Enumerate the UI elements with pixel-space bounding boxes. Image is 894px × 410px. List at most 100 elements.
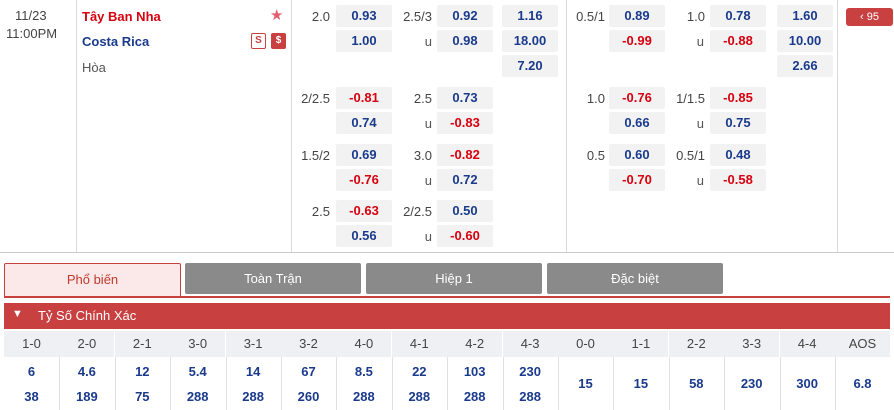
odds-h1-under[interactable]: 0.75: [710, 112, 766, 134]
grid-divider: [558, 357, 559, 410]
odds-home-hdp[interactable]: -0.81: [336, 87, 392, 109]
odds-away-hdp[interactable]: 1.00: [336, 30, 392, 52]
score-odds-home[interactable]: 4.6: [77, 364, 96, 379]
star-icon[interactable]: ★: [270, 7, 284, 24]
score-label: 2-1: [114, 331, 170, 357]
hdp-line: 2/2.5: [301, 91, 330, 106]
odds-h1-over[interactable]: 0.48: [710, 144, 766, 166]
odds-over[interactable]: -0.82: [437, 144, 493, 166]
odds-under[interactable]: 0.98: [437, 30, 493, 52]
under-label: u: [424, 34, 432, 49]
score-odds-away[interactable]: 288: [242, 389, 264, 404]
grid-divider: [281, 357, 282, 410]
grid-divider: [114, 357, 116, 410]
score-label: 3-2: [281, 331, 336, 357]
odds-away-hdp[interactable]: 0.74: [336, 112, 392, 134]
score-odds-home[interactable]: 5.4: [188, 364, 207, 379]
score-odds-home[interactable]: 8.5: [354, 364, 373, 379]
divider: [291, 0, 292, 252]
odds-h1-1x2-home[interactable]: 1.60: [777, 5, 833, 27]
tab-popular[interactable]: Phổ biến: [4, 263, 181, 297]
odds-away-hdp[interactable]: -0.76: [336, 169, 392, 191]
hdp-line: 1.5/2: [301, 148, 330, 163]
score-odds-home[interactable]: 14: [245, 364, 261, 379]
score-label: 1-1: [613, 331, 669, 357]
hdp-line: 2.0: [311, 9, 330, 24]
more-markets-button[interactable]: ‹ 95: [846, 8, 893, 26]
odds-h1-home-hdp[interactable]: 0.60: [609, 144, 665, 166]
score-odds-away[interactable]: 288: [463, 389, 486, 404]
h1-ou-line: 1/1.5: [676, 91, 705, 106]
odds-h1-away-hdp[interactable]: 0.66: [609, 112, 665, 134]
odds-over[interactable]: 0.50: [437, 200, 493, 222]
hdp-line: 2.5: [311, 204, 330, 219]
match-date: 11/23: [15, 8, 47, 23]
h1-hdp-line: 1.0: [586, 91, 605, 106]
odds-h1-under[interactable]: -0.88: [710, 30, 766, 52]
odds-h1-over[interactable]: 0.78: [710, 5, 766, 27]
score-odds-home[interactable]: 67: [301, 364, 316, 379]
score-odds-away[interactable]: 288: [186, 389, 209, 404]
odds-home-hdp[interactable]: 0.93: [336, 5, 392, 27]
odds-h1-under[interactable]: -0.58: [710, 169, 766, 191]
odds-1x2-home[interactable]: 1.16: [502, 5, 558, 27]
score-odds-away[interactable]: 189: [76, 389, 98, 404]
odds-under[interactable]: -0.83: [437, 112, 493, 134]
grid-divider: [835, 357, 836, 410]
home-team[interactable]: Tây Ban Nha: [82, 9, 161, 24]
odds-1x2-away[interactable]: 18.00: [502, 30, 558, 52]
score-odds-away[interactable]: 288: [408, 389, 431, 404]
score-odds[interactable]: 300: [796, 376, 818, 391]
match-odds-row: 11/23 11:00PM Tây Ban Nha Costa Rica Hòa…: [6, 0, 893, 252]
stats-badge-icon[interactable]: S: [251, 33, 266, 49]
score-odds-away[interactable]: 75: [135, 389, 150, 404]
grid-divider: [336, 357, 338, 410]
score-odds-home[interactable]: 6: [27, 364, 36, 379]
odds-over[interactable]: 0.73: [437, 87, 493, 109]
h1-under-label: u: [696, 34, 704, 49]
score-odds-home[interactable]: 22: [412, 364, 427, 379]
odds-h1-home-hdp[interactable]: -0.76: [609, 87, 665, 109]
grid-divider: [502, 357, 504, 410]
score-odds[interactable]: 15: [578, 376, 593, 391]
correct-score-header[interactable]: ▼ Tỷ Số Chính Xác: [4, 303, 890, 329]
odds-home-hdp[interactable]: 0.69: [336, 144, 392, 166]
odds-h1-1x2-away[interactable]: 10.00: [777, 30, 833, 52]
score-odds[interactable]: 58: [689, 376, 704, 391]
grid-divider: [724, 357, 726, 410]
markets-panel: Phổ biến Toàn Trận Hiệp 1 Đặc biệt ▼ Tỷ …: [0, 252, 894, 410]
ou-line: 3.0: [413, 148, 432, 163]
score-label: 1-0: [4, 331, 59, 357]
dollar-badge-icon[interactable]: $: [271, 33, 286, 49]
h1-hdp-line: 0.5/1: [576, 9, 605, 24]
odds-h1-away-hdp[interactable]: -0.70: [609, 169, 665, 191]
odds-away-hdp[interactable]: 0.56: [336, 225, 392, 247]
score-odds-home[interactable]: 103: [463, 364, 486, 379]
tab-special[interactable]: Đặc biệt: [547, 263, 723, 294]
score-odds[interactable]: 15: [633, 376, 649, 391]
chevron-down-icon[interactable]: ▼: [12, 308, 23, 320]
score-odds-home[interactable]: 12: [135, 364, 150, 379]
odds-home-hdp[interactable]: -0.63: [336, 200, 392, 222]
odds-h1-1x2-draw[interactable]: 2.66: [777, 55, 833, 77]
odds-under[interactable]: -0.60: [437, 225, 493, 247]
tab-full-time[interactable]: Toàn Trận: [185, 263, 361, 294]
score-odds[interactable]: 230: [740, 376, 763, 391]
score-label: 2-2: [668, 331, 724, 357]
score-odds-away[interactable]: 288: [519, 389, 541, 404]
odds-1x2-draw[interactable]: 7.20: [502, 55, 558, 77]
odds-over[interactable]: 0.92: [437, 5, 493, 27]
score-odds-away[interactable]: 260: [297, 389, 320, 404]
odds-h1-away-hdp[interactable]: -0.99: [609, 30, 665, 52]
odds-under[interactable]: 0.72: [437, 169, 493, 191]
score-label: 4-1: [391, 331, 447, 357]
score-odds-away[interactable]: 288: [353, 389, 375, 404]
away-team[interactable]: Costa Rica: [82, 34, 150, 49]
tab-first-half[interactable]: Hiệp 1: [366, 263, 542, 294]
score-odds[interactable]: 6.8: [853, 376, 872, 391]
score-odds-home[interactable]: 230: [519, 364, 541, 379]
under-label: u: [424, 173, 432, 188]
score-odds-away[interactable]: 38: [24, 389, 39, 404]
odds-h1-over[interactable]: -0.85: [710, 87, 766, 109]
odds-h1-home-hdp[interactable]: 0.89: [609, 5, 665, 27]
